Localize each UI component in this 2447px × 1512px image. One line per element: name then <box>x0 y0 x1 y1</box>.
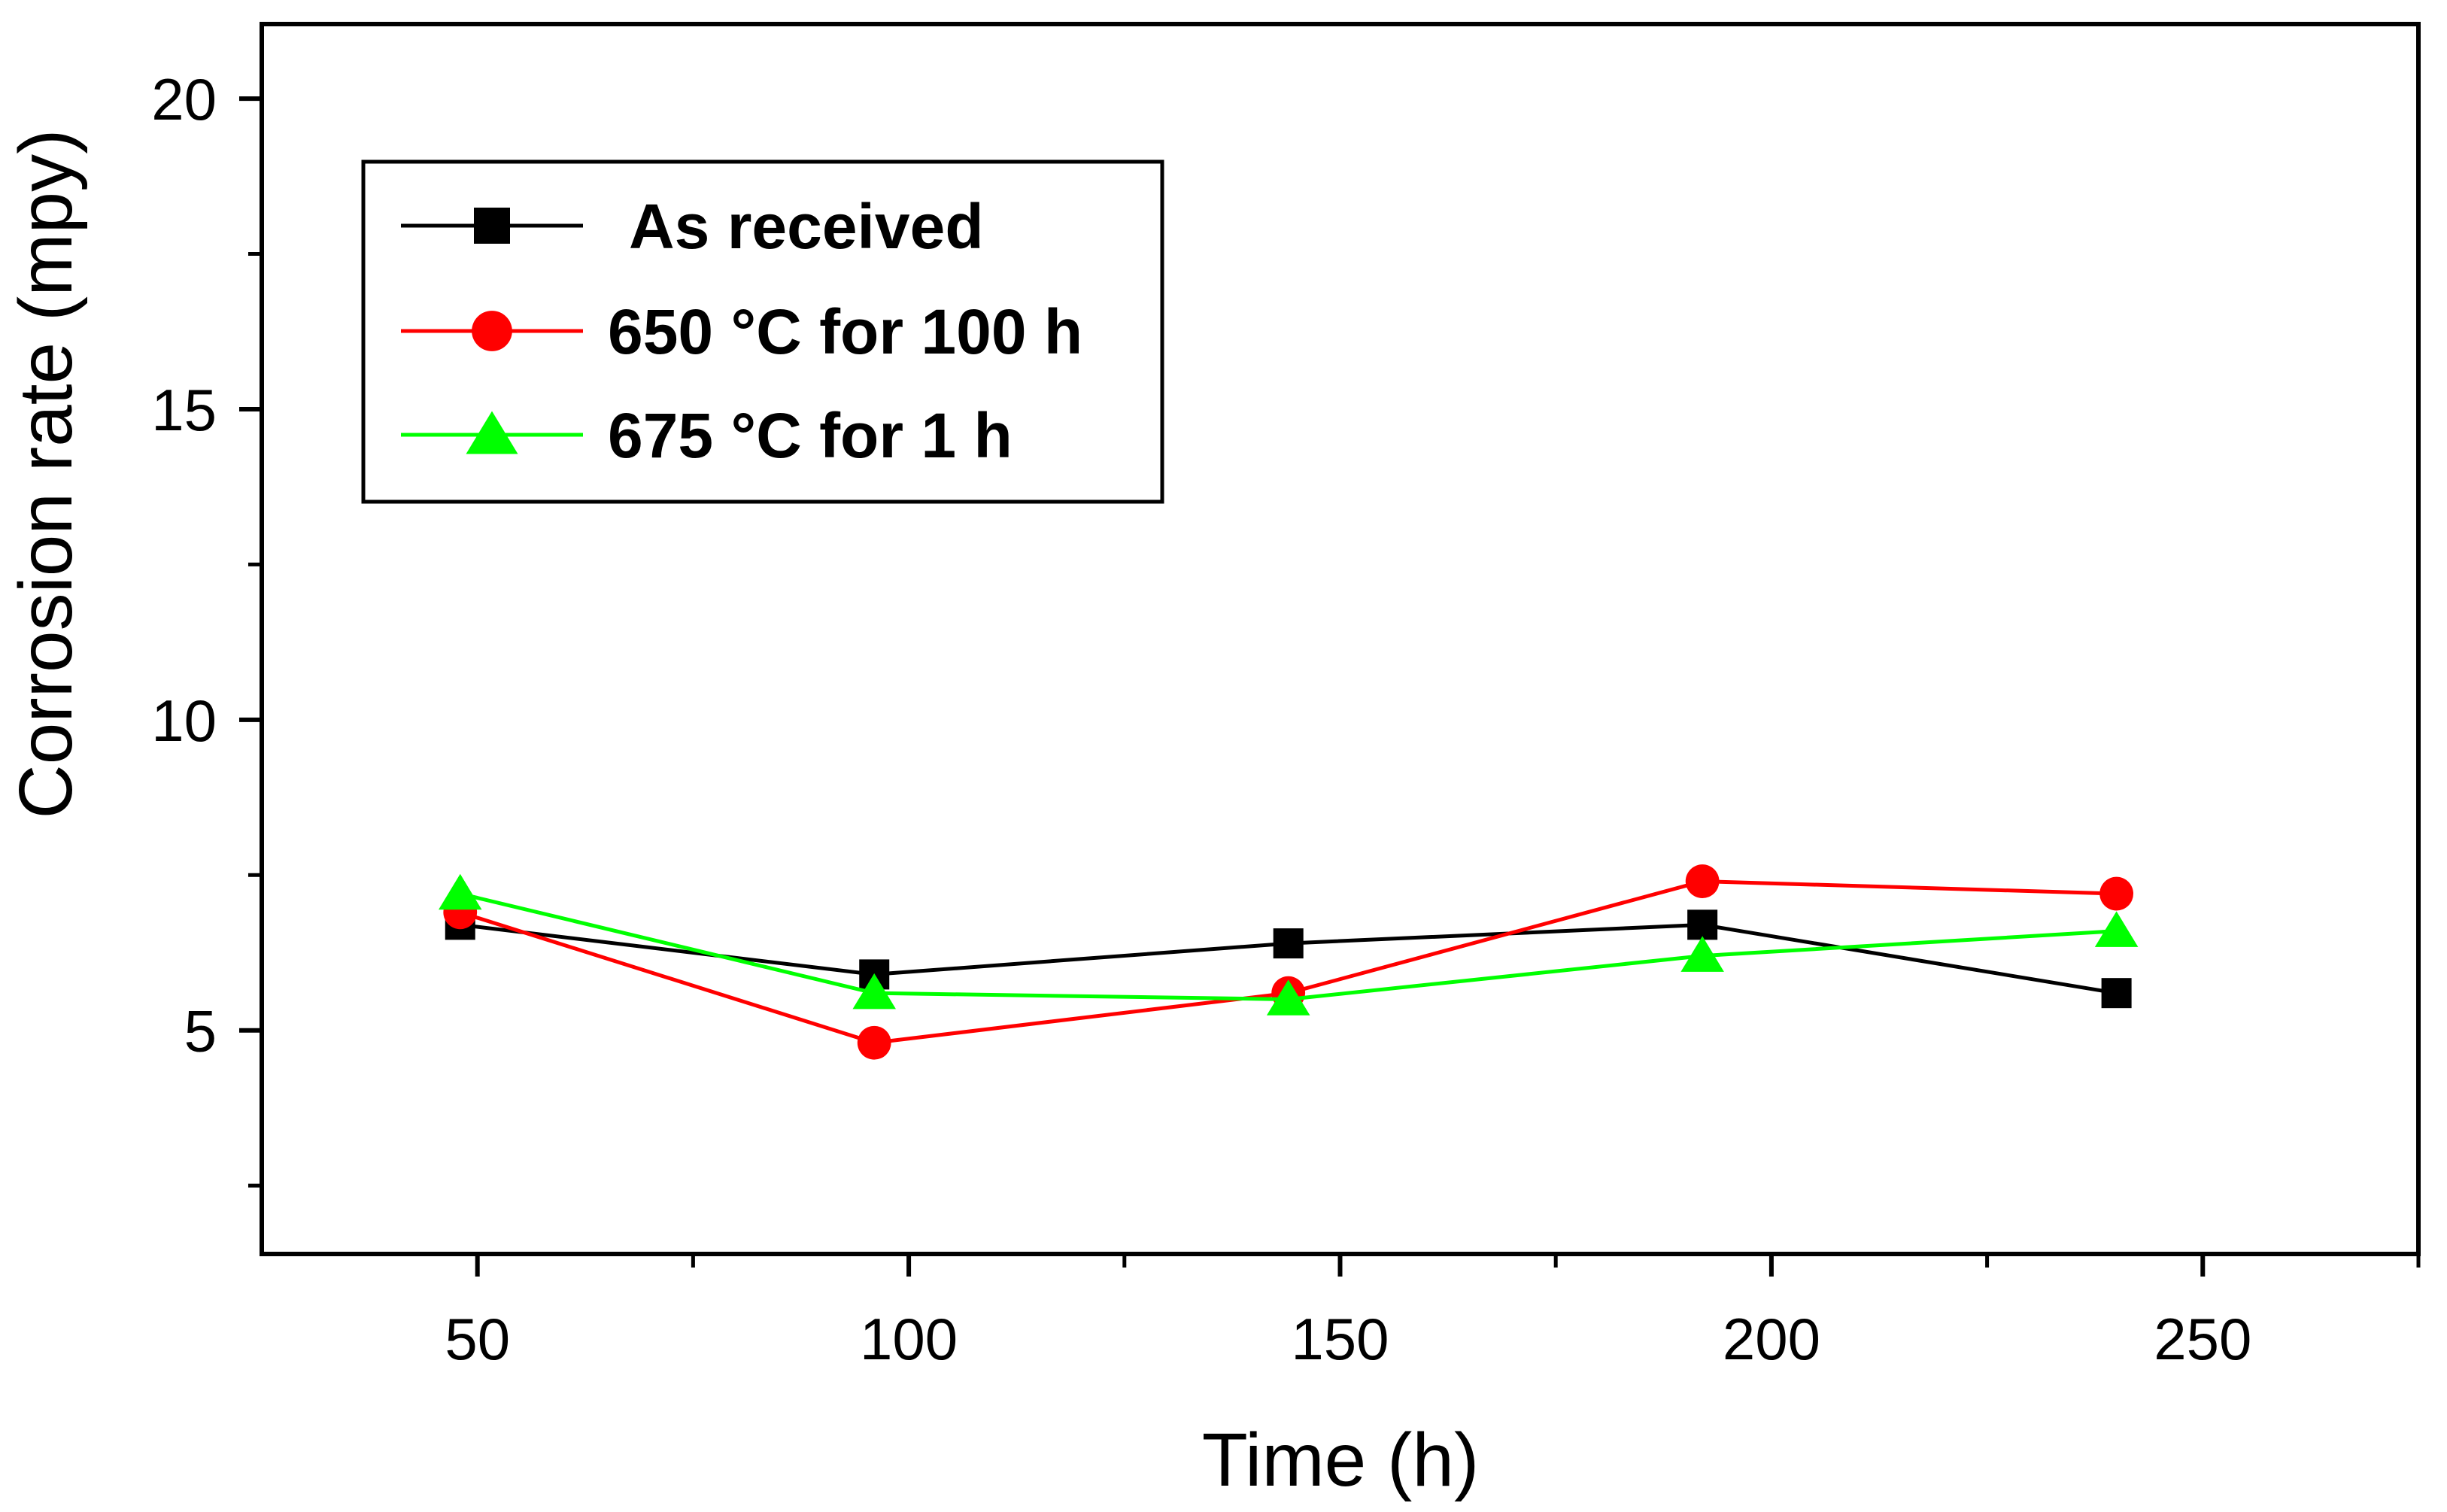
legend-item-2: 675 °C for 1 h <box>401 400 1012 471</box>
legend: As received 650 °C for 100 h 675 °C for 1 … <box>361 159 1164 504</box>
y-tick-label: 5 <box>184 998 217 1064</box>
y-tick-label: 10 <box>151 688 217 754</box>
x-tick-label: 200 <box>1723 1306 1820 1372</box>
data-point <box>439 873 482 910</box>
legend-item-1: 650 °C for 100 h <box>401 296 1082 367</box>
x-tick-label: 250 <box>2154 1306 2251 1372</box>
data-point <box>1687 909 1718 940</box>
data-point <box>2101 978 2132 1009</box>
data-point <box>2094 911 2139 947</box>
x-tick-label: 50 <box>445 1306 510 1372</box>
series-layer <box>439 864 2139 1060</box>
legend-marker <box>472 311 512 351</box>
data-point <box>1685 864 1720 898</box>
legend-item-0: As received <box>401 191 984 262</box>
data-point <box>857 1025 891 1060</box>
legend-label: As received <box>629 191 984 262</box>
legend-marker <box>466 411 518 454</box>
data-point <box>2099 876 2134 911</box>
y-axis-title: Corrosion rate (mpy) <box>4 129 88 819</box>
legend-items: As received 650 °C for 100 h 675 °C for 1 … <box>401 191 1082 471</box>
x-axis-title: Time (h) <box>1202 1418 1480 1502</box>
data-point <box>1680 936 1724 972</box>
data-point <box>1266 979 1310 1016</box>
ticks-layer: 50 100 150 200 250 5 10 15 20 <box>151 66 2421 1372</box>
legend-label: 675 °C for 1 h <box>608 400 1012 471</box>
x-tick-label: 100 <box>860 1306 958 1372</box>
legend-label: 650 °C for 100 h <box>608 296 1082 367</box>
data-point <box>1273 928 1304 959</box>
y-tick-label: 20 <box>151 66 217 132</box>
data-point <box>852 973 896 1010</box>
series-2 <box>439 873 2139 1016</box>
x-tick-label: 150 <box>1291 1306 1389 1372</box>
y-tick-label: 15 <box>151 377 217 443</box>
legend-marker <box>474 208 510 244</box>
